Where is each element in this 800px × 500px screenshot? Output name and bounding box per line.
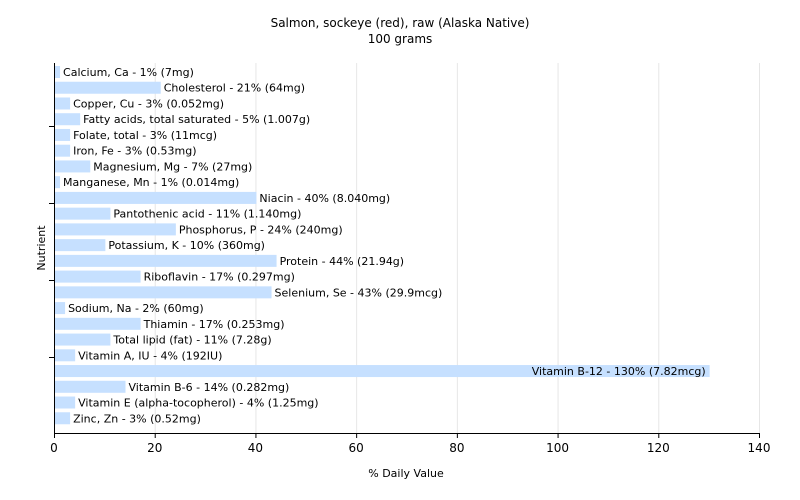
bar-label: Vitamin B-6 - 14% (0.282mg)	[129, 381, 290, 394]
bar-label: Cholesterol - 21% (64mg)	[164, 82, 305, 95]
bar-label: Selenium, Se - 43% (29.9mcg)	[275, 286, 443, 299]
bar	[55, 97, 71, 110]
bar-label: Zinc, Zn - 3% (0.52mg)	[73, 412, 201, 425]
bar-label: Thiamin - 17% (0.253mg)	[143, 318, 285, 331]
bar	[55, 113, 81, 126]
bar-label: Pantothenic acid - 11% (1.140mg)	[113, 208, 301, 221]
bars	[55, 66, 710, 425]
bar	[55, 270, 141, 283]
x-tick-label: 100	[546, 441, 569, 455]
chart-title: Salmon, sockeye (red), raw (Alaska Nativ…	[270, 16, 530, 30]
bar	[55, 223, 176, 236]
bar	[55, 349, 76, 362]
bar	[55, 160, 91, 173]
x-tick-label: 20	[147, 441, 162, 455]
bar	[55, 81, 161, 94]
chart-title-block: Salmon, sockeye (red), raw (Alaska Nativ…	[0, 15, 800, 47]
bar-label: Fatty acids, total saturated - 5% (1.007…	[83, 113, 310, 126]
bar	[55, 239, 106, 252]
bar-label: Iron, Fe - 3% (0.53mg)	[73, 145, 196, 158]
bar-label: Protein - 44% (21.94g)	[280, 255, 405, 268]
bar-labels: Calcium, Ca - 1% (7mg) Cholesterol - 21% …	[63, 66, 706, 425]
x-tick-label: 80	[449, 441, 464, 455]
y-axis-title: Nutrient	[35, 225, 48, 271]
x-tick-label: 140	[748, 441, 771, 455]
x-tick-label: 40	[248, 441, 263, 455]
bar-label: Folate, total - 3% (11mcg)	[73, 129, 217, 142]
bar	[55, 286, 272, 299]
bar-label: Phosphorus, P - 24% (240mg)	[179, 223, 343, 236]
bar	[55, 412, 71, 425]
bar-label: Riboflavin - 17% (0.297mg)	[144, 271, 295, 284]
bar	[55, 365, 710, 378]
bar	[55, 302, 66, 315]
bar	[55, 396, 76, 409]
bar-label: Sodium, Na - 2% (60mg)	[68, 302, 204, 315]
bar	[55, 144, 71, 157]
bar-label: Potassium, K - 10% (360mg)	[108, 239, 265, 252]
bar-label: Calcium, Ca - 1% (7mg)	[63, 66, 194, 79]
x-axis-title: % Daily Value	[368, 467, 444, 480]
bar	[55, 333, 111, 346]
bar-label: Niacin - 40% (8.040mg)	[259, 192, 390, 205]
bar	[55, 207, 111, 220]
bar-label: Total lipid (fat) - 11% (7.28g)	[112, 334, 271, 347]
bar	[55, 254, 277, 267]
bar-label: Vitamin B-12 - 130% (7.82mcg)	[532, 365, 706, 378]
bar	[55, 191, 257, 204]
bar-label: Copper, Cu - 3% (0.052mg)	[73, 97, 224, 110]
x-tick-label: 0	[50, 441, 58, 455]
bar	[55, 380, 126, 393]
bar-label: Vitamin A, IU - 4% (192IU)	[78, 349, 222, 362]
chart-subtitle: 100 grams	[367, 32, 433, 46]
bar	[55, 66, 61, 78]
bar	[55, 176, 61, 189]
bar-label: Vitamin E (alpha-tocopherol) - 4% (1.25m…	[78, 397, 318, 410]
x-tick-label: 120	[647, 441, 670, 455]
bar-label: Manganese, Mn - 1% (0.014mg)	[63, 176, 239, 189]
bar-label: Magnesium, Mg - 7% (27mg)	[93, 160, 252, 173]
axes: 0 20 40 60 80 100 120 140	[49, 63, 770, 455]
x-tick-label: 60	[349, 441, 364, 455]
bar	[55, 128, 71, 141]
bar	[55, 317, 141, 330]
